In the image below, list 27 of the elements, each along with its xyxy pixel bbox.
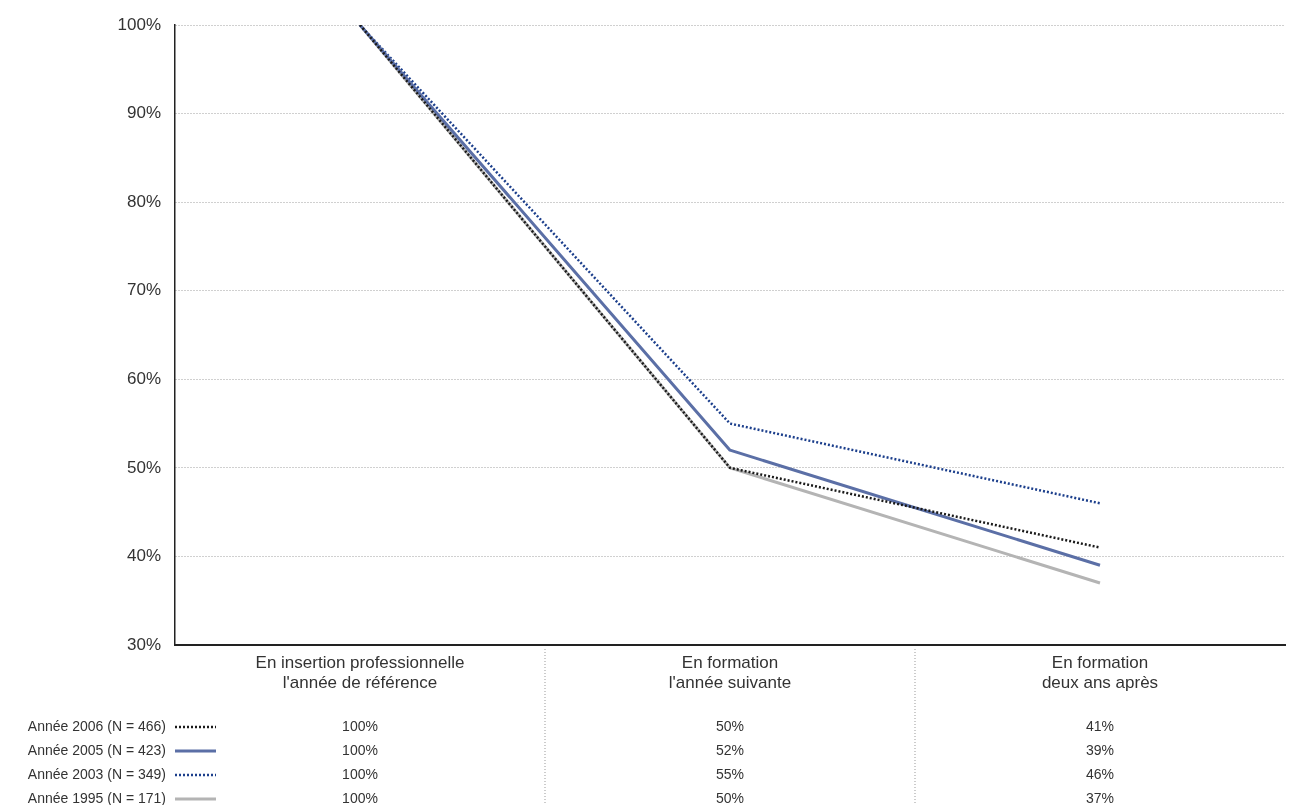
data-label: 37% (1085, 789, 1115, 805)
y-tick-label: 30% (126, 634, 161, 654)
data-label: 50% (715, 717, 745, 734)
x-tick-label: En insertion professionnelle l'année de référence (255, 652, 465, 693)
data-label: 100% (342, 717, 378, 734)
y-tick-label: 60% (126, 368, 161, 388)
data-label: 55% (715, 765, 745, 782)
data-label: 39% (1085, 741, 1115, 758)
y-tick-label: 50% (126, 457, 161, 477)
y-tick-label: 40% (126, 546, 161, 566)
y-tick-label: 70% (126, 280, 161, 300)
legend-label: Année 2006 (N = 466) (27, 717, 166, 734)
y-tick-label: 100% (117, 14, 161, 34)
data-label: 50% (715, 789, 745, 805)
y-tick-label: 80% (126, 191, 161, 211)
legend-label: Année 1995 (N = 171) (27, 789, 166, 805)
legend-label: Année 2003 (N = 349) (27, 765, 166, 782)
data-label: 41% (1085, 717, 1115, 734)
data-label: 52% (715, 741, 745, 758)
data-label: 100% (342, 741, 378, 758)
data-label: 46% (1085, 765, 1115, 782)
y-tick-label: 90% (126, 103, 161, 123)
x-tick-label: En formation deux ans après (1041, 652, 1159, 693)
data-label: 100% (342, 765, 378, 782)
x-tick-label: En formation l'année suivante (668, 652, 792, 693)
legend-label: Année 2005 (N = 423) (27, 741, 166, 758)
data-label: 100% (342, 789, 378, 805)
